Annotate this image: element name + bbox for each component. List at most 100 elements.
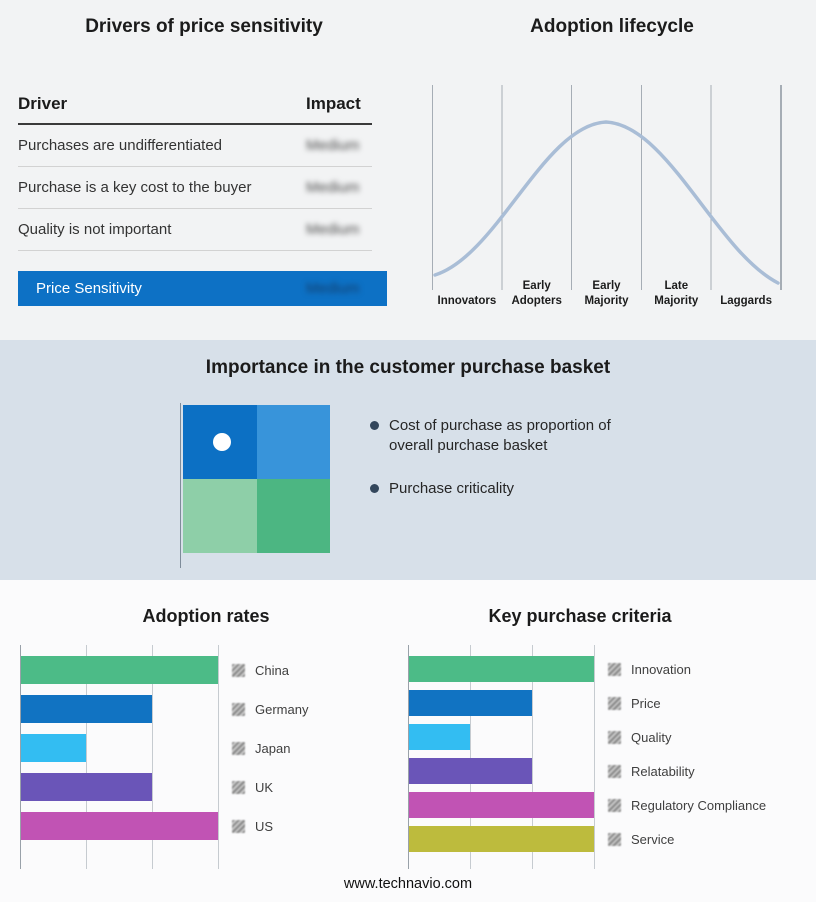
column-header-driver: Driver xyxy=(18,94,68,113)
bar-germany xyxy=(20,695,152,723)
legend-label: Service xyxy=(631,831,675,847)
legend-item: Service xyxy=(608,826,766,852)
charts-section: Adoption rates China Germany Japan UK US Key… xyxy=(0,580,816,902)
impact-value: Medium xyxy=(306,221,360,238)
legend-item: Relatability xyxy=(608,758,766,784)
adoption-rates-legend: China Germany Japan UK US xyxy=(232,645,308,851)
lifecycle-gridlines xyxy=(432,85,782,290)
adoption-rates-chart: Adoption rates China Germany Japan UK US xyxy=(0,580,412,902)
drivers-table-body: Purchases are undifferentiated Medium Purc… xyxy=(18,125,372,251)
legend-swatch xyxy=(608,832,621,846)
legend-label: Price xyxy=(631,695,661,711)
drivers-table-header: Driver Impact xyxy=(18,94,372,125)
price-sensitivity-value: Medium xyxy=(306,280,360,297)
legend-item: US xyxy=(232,812,308,840)
matrix-quadrant-top-right xyxy=(256,405,330,479)
legend-swatch xyxy=(608,662,621,676)
key-purchase-criteria-legend: Innovation Price Quality Relatability Regula… xyxy=(608,645,766,860)
legend-label: UK xyxy=(255,779,274,795)
adoption-rates-title: Adoption rates xyxy=(142,606,270,626)
legend-item: China xyxy=(232,656,308,684)
price-sensitivity-bar: Price Sensitivity Medium xyxy=(18,271,387,306)
bar-service xyxy=(408,826,594,852)
legend-swatch xyxy=(232,741,245,755)
price-sensitivity-label: Price Sensitivity xyxy=(36,280,142,297)
legend-item: Quality xyxy=(608,724,766,750)
bar-china xyxy=(20,656,218,684)
legend-item: Innovation xyxy=(608,656,766,682)
legend-label: Regulatory Compliance xyxy=(631,797,767,813)
stage-label: Innovators xyxy=(437,294,497,307)
legend-swatch xyxy=(608,764,621,778)
stage-label: Late Majority xyxy=(654,280,699,307)
legend-item: Regulatory Compliance xyxy=(608,792,766,818)
driver-label: Purchases are undifferentiated xyxy=(18,137,223,154)
impact-value: Medium xyxy=(306,179,360,196)
legend-label: US xyxy=(255,818,274,834)
legend-item: Price xyxy=(608,690,766,716)
bar-uk xyxy=(20,773,152,801)
website-footer: www.technavio.com xyxy=(343,876,473,892)
drivers-table: Driver Impact Purchases are undifferenti… xyxy=(18,94,372,251)
adoption-rates-plot xyxy=(20,645,219,869)
bell-curve xyxy=(433,120,780,285)
legend-swatch xyxy=(608,798,621,812)
drivers-title: Drivers of price sensitivity xyxy=(85,16,323,37)
legend-label: China xyxy=(255,662,289,678)
drivers-panel: Drivers of price sensitivity Driver Impa… xyxy=(0,0,408,340)
driver-row: Purchase is a key cost to the buyer Mediu… xyxy=(18,167,372,209)
lifecycle-stage-labels: Innovators Early Adopters Early Majority La… xyxy=(432,268,781,308)
legend-label: Germany xyxy=(255,701,309,717)
matrix-marker-dot xyxy=(213,433,231,451)
legend-item: Germany xyxy=(232,695,308,723)
legend-swatch xyxy=(608,696,621,710)
driver-label: Purchase is a key cost to the buyer xyxy=(18,179,252,196)
bullet-text: Cost of purchase as proportion of overal… xyxy=(389,417,611,455)
legend-item: Japan xyxy=(232,734,308,762)
legend-swatch xyxy=(232,702,245,716)
bar-regulatory-compliance xyxy=(408,792,594,818)
matrix-quadrant-bottom-right xyxy=(256,479,330,553)
stage-label: Early Majority xyxy=(584,280,629,307)
stage-label: Early Adopters xyxy=(511,280,562,307)
legend-label: Relatability xyxy=(631,763,695,779)
driver-row: Purchases are undifferentiated Medium xyxy=(18,125,372,167)
bar-relatability xyxy=(408,758,532,784)
legend-item: UK xyxy=(232,773,308,801)
driver-row: Quality is not important Medium xyxy=(18,209,372,251)
bar-price xyxy=(408,690,532,716)
legend-swatch xyxy=(232,663,245,677)
bullet-item: Purchase criticality xyxy=(370,479,640,499)
top-section: Drivers of price sensitivity Driver Impa… xyxy=(0,0,816,340)
bullet-item: Cost of purchase as proportion of overal… xyxy=(370,416,640,457)
matrix-axis-line xyxy=(180,403,181,568)
lifecycle-panel: Adoption lifecycle Innovators Early Adopt… xyxy=(408,0,816,340)
bar-innovation xyxy=(408,656,594,682)
matrix-quadrant-top-left xyxy=(183,405,257,479)
purchase-basket-matrix xyxy=(183,405,330,553)
impact-value: Medium xyxy=(306,137,360,154)
basket-title: Importance in the customer purchase bask… xyxy=(205,357,611,378)
purchase-basket-section: Importance in the customer purchase bask… xyxy=(0,340,816,580)
bullet-icon xyxy=(370,421,379,430)
matrix-quadrant-bottom-left xyxy=(183,479,257,553)
legend-label: Japan xyxy=(255,740,291,756)
legend-swatch xyxy=(232,819,245,833)
key-purchase-criteria-chart: Key purchase criteria Innovation Price Qua… xyxy=(404,580,816,902)
bar-quality xyxy=(408,724,470,750)
bullet-text: Purchase criticality xyxy=(389,479,515,497)
legend-label: Quality xyxy=(631,729,672,745)
bar-us xyxy=(20,812,218,840)
key-purchase-criteria-title: Key purchase criteria xyxy=(488,606,672,626)
lifecycle-title: Adoption lifecycle xyxy=(530,16,694,37)
key-purchase-criteria-plot xyxy=(408,645,595,869)
legend-label: Innovation xyxy=(631,661,691,677)
legend-swatch xyxy=(608,730,621,744)
bar-japan xyxy=(20,734,86,762)
stage-label: Laggards xyxy=(720,294,772,307)
basket-bullet-list: Cost of purchase as proportion of overal… xyxy=(370,416,640,521)
bullet-icon xyxy=(370,483,379,493)
driver-label: Quality is not important xyxy=(18,221,172,238)
column-header-impact: Impact xyxy=(306,94,361,113)
